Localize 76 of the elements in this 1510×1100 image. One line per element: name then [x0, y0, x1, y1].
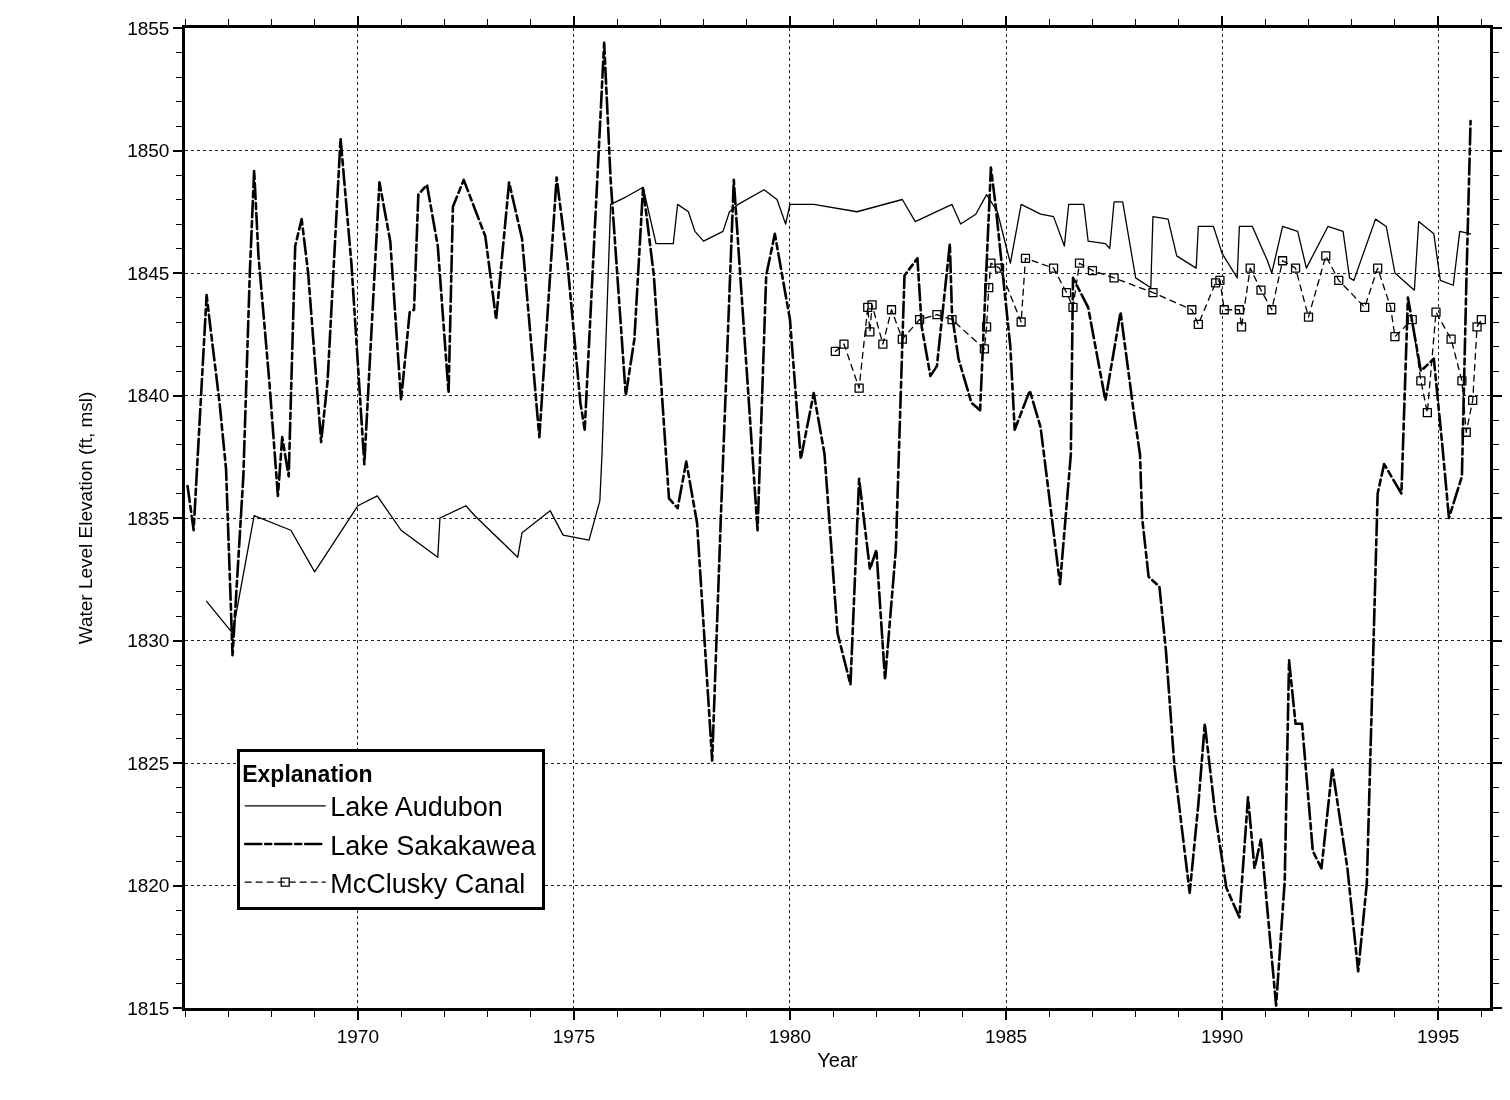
y-tick-label: 1825 — [127, 752, 170, 774]
legend-title: Explanation — [242, 760, 373, 787]
y-tick-label: 1850 — [127, 140, 170, 162]
point — [1321, 251, 1331, 261]
point — [981, 322, 992, 332]
x-tick-label: 1980 — [768, 1025, 812, 1047]
point — [1472, 322, 1482, 332]
point — [867, 300, 877, 310]
point — [1187, 305, 1197, 315]
point — [1256, 285, 1266, 295]
point — [1385, 302, 1396, 312]
point — [1334, 275, 1344, 285]
point — [1061, 287, 1072, 298]
point — [854, 383, 864, 393]
point — [1390, 332, 1400, 342]
point — [1373, 263, 1383, 273]
point — [1476, 314, 1487, 325]
point — [1457, 376, 1467, 386]
point — [1068, 302, 1078, 312]
point — [1468, 395, 1478, 406]
y-axis-title: Water Level Elevation (ft, msl) — [75, 391, 97, 645]
point — [1236, 322, 1247, 332]
legend-label: McClusky Canal — [330, 868, 526, 899]
x-tick-label: 1975 — [552, 1025, 596, 1047]
point — [1446, 334, 1456, 344]
point — [914, 314, 925, 325]
point — [1407, 314, 1417, 325]
x-tick-label: 1970 — [336, 1025, 379, 1047]
y-tick-label: 1835 — [127, 507, 170, 529]
point — [839, 339, 849, 349]
point — [1245, 263, 1255, 273]
point — [984, 283, 994, 293]
y-tick-label: 1820 — [127, 875, 170, 897]
point — [947, 314, 957, 325]
point — [878, 339, 888, 349]
x-tick-label: 1990 — [1200, 1025, 1244, 1047]
point — [1074, 258, 1085, 268]
point — [1277, 256, 1288, 266]
point — [1267, 305, 1277, 315]
point — [979, 344, 990, 354]
y-tick-label: 1845 — [127, 262, 170, 284]
legend-label: Lake Sakakawea — [330, 830, 537, 861]
point — [986, 258, 996, 268]
point — [1109, 273, 1119, 283]
point — [1360, 302, 1370, 312]
point — [830, 346, 840, 357]
point — [1219, 305, 1229, 315]
point — [1193, 319, 1203, 330]
point — [1148, 287, 1158, 298]
point — [1234, 305, 1245, 315]
y-tick-label: 1855 — [127, 17, 170, 39]
point — [1020, 253, 1031, 263]
point — [886, 305, 897, 315]
point — [1303, 312, 1314, 322]
x-tick-label: 1995 — [1417, 1025, 1460, 1047]
point — [865, 327, 875, 337]
y-tick-label: 1815 — [127, 997, 170, 1019]
point — [1048, 263, 1059, 273]
point — [1016, 317, 1026, 327]
y-tick-label: 1830 — [127, 630, 170, 652]
point — [1422, 408, 1432, 418]
point — [1416, 376, 1426, 386]
point — [897, 334, 907, 344]
point — [1431, 307, 1441, 317]
point — [994, 263, 1005, 273]
x-axis-title: Year — [817, 1049, 859, 1072]
y-tick-label: 1840 — [127, 385, 170, 407]
x-tick-label: 1985 — [984, 1025, 1028, 1047]
legend-label: Lake Audubon — [330, 792, 503, 823]
point — [1087, 265, 1098, 276]
point — [1290, 263, 1301, 273]
point — [1210, 278, 1221, 288]
point — [1215, 275, 1225, 285]
point — [1461, 427, 1471, 437]
point — [932, 310, 942, 320]
point — [863, 302, 873, 312]
